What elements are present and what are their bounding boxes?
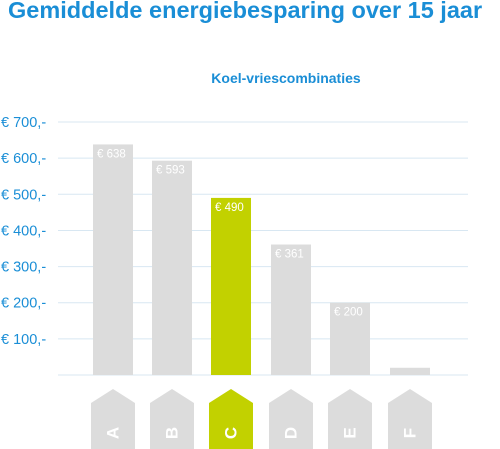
bar-value-label: € 361 [275,249,304,261]
bar-c [211,197,251,375]
y-tick-label: € 600,- [1,151,46,167]
category-label: D [282,427,301,439]
category-label: E [341,427,360,438]
bar-e [330,302,370,375]
chart-title: Gemiddelde energiebesparing over 15 jaar [8,0,482,23]
bar-a [93,144,133,375]
bar-d [271,244,311,375]
bar-value-label: € 490 [215,202,244,214]
y-tick-label: € 500,- [1,187,46,203]
bar-value-label: € 593 [156,165,185,177]
bar-value-label: € 638 [97,148,126,160]
bar-b [152,160,192,375]
y-tick-label: € 700,- [1,115,46,131]
y-tick-label: € 300,- [1,260,46,276]
category-tag-c [209,389,253,449]
category-label: A [104,427,123,439]
category-tag-f [388,389,432,449]
category-tag-d [269,389,313,449]
chart-subtitle: Koel-vriescombinaties [211,70,361,86]
y-tick-label: € 400,- [1,223,46,239]
y-tick-label: € 100,- [1,332,46,348]
category-tags: A B C D E F [91,389,432,449]
category-tag-b [150,389,194,449]
value-labels: € 638 € 593 € 490 € 361 € 200 [97,148,363,318]
bars [93,144,430,375]
bar-value-label: € 200 [334,307,363,319]
category-label: F [401,428,420,438]
category-tag-e [328,389,372,449]
y-tick-label: € 200,- [1,296,46,312]
category-tag-a [91,389,135,449]
y-axis: € 100,- € 200,- € 300,- € 400,- € 500,- € 600… [1,115,46,348]
category-label: C [222,427,241,439]
category-label: B [163,427,182,439]
bar-f [390,367,430,375]
